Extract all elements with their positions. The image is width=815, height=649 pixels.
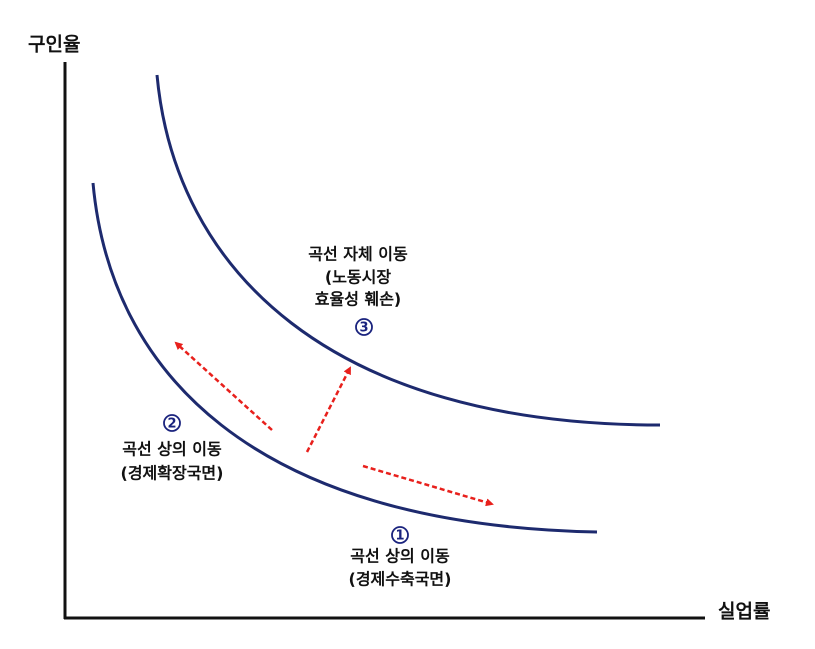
number-circle <box>391 526 409 544</box>
number-circle <box>163 414 181 432</box>
annotation-number: 3 <box>359 321 368 336</box>
arrow-up-left <box>174 341 273 431</box>
annotation-line: 곡선 상의 이동 <box>122 440 222 459</box>
number-circle <box>355 318 373 336</box>
arrow-down-right <box>362 464 494 507</box>
upper-curve <box>155 74 661 427</box>
annotation-number: 1 <box>395 529 404 544</box>
lower-curve <box>91 182 598 534</box>
annotation-line: 효율성 훼손) <box>315 290 401 309</box>
annotation-line: 곡선 자체 이동 <box>308 245 408 264</box>
annotation-line: (노동시장 <box>325 268 391 287</box>
x-axis-label: 실업률 <box>718 601 770 623</box>
arrow-shift <box>305 366 352 453</box>
annotation-line: (경제수축국면) <box>349 570 452 589</box>
annotation-line: (경제확장국면) <box>121 464 224 483</box>
annotation-number: 2 <box>167 417 176 432</box>
y-axis-label: 구인율 <box>28 34 80 56</box>
annotation-line: 곡선 상의 이동 <box>350 547 450 566</box>
